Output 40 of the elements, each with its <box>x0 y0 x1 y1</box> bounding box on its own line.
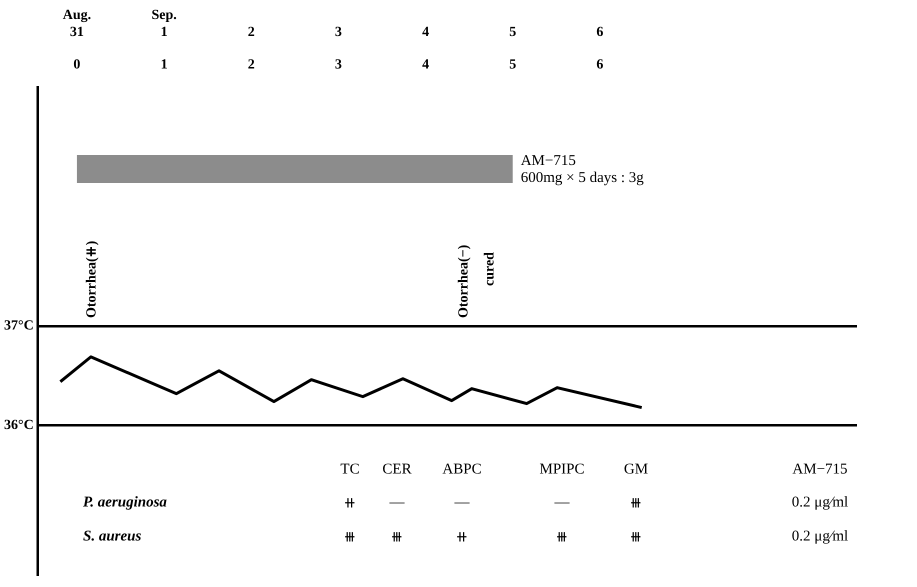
annotation: AM−715 <box>792 462 848 478</box>
annotation: GM <box>624 462 648 478</box>
annotation: — <box>390 494 404 512</box>
x2-tick-label: Aug. 31 <box>62 8 92 40</box>
annotation: 0.2 μg∕ml <box>792 528 848 546</box>
annotation: cured <box>482 252 498 286</box>
x-tick-label: 0 <box>73 58 80 73</box>
annotation: ⧻ <box>630 494 642 512</box>
x2-tick-label: 2 <box>248 24 255 40</box>
x-tick-label: 4 <box>422 58 430 73</box>
x-tick-label: 2 <box>248 58 255 73</box>
annotation: ⧻ <box>556 528 568 546</box>
annotation: CER <box>382 462 412 478</box>
annotation: — <box>554 494 570 512</box>
annotation: MPIPC <box>539 462 585 478</box>
x2-tick-label: 3 <box>334 24 342 40</box>
annotation: S. aureus <box>83 528 142 546</box>
y-tick-label: 36°C <box>4 418 34 434</box>
x-tick-label: 5 <box>509 58 516 73</box>
annotation: ⧻ <box>390 528 404 546</box>
x2-tick-label: Sep. 1 <box>151 8 177 40</box>
x2-tick-label: 6 <box>596 24 604 40</box>
x2-tick-label: 4 <box>422 24 430 40</box>
annotation: ⧻ <box>344 528 356 546</box>
annotation: ⧺ <box>344 494 356 512</box>
annotation: 0.2 μg∕ml <box>792 494 848 512</box>
x-tick-label: 1 <box>160 58 168 73</box>
annotation: Otorrhea(⧺) <box>84 240 100 318</box>
y-tick-label: 37°C <box>4 318 34 334</box>
band-label: AM−715 600mg × 5 days : 3g <box>520 152 644 186</box>
annotation: — <box>454 494 470 512</box>
annotation: ⧻ <box>630 528 642 546</box>
x-tick-label: 3 <box>334 58 342 73</box>
annotation: ⧺ <box>456 528 468 546</box>
annotation: TC <box>340 462 360 478</box>
annotation: Otorrhea(−) <box>456 244 472 318</box>
x2-tick-label: 5 <box>509 24 516 40</box>
annotation: ABPC <box>442 462 482 478</box>
x-tick-label: 6 <box>596 58 604 73</box>
annotation: P. aeruginosa <box>83 494 167 512</box>
